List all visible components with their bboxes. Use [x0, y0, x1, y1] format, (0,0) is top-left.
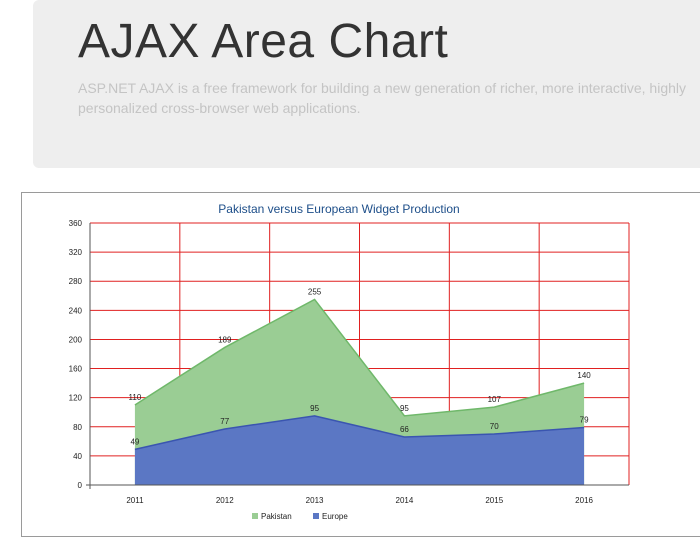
y-tick-label: 160	[69, 365, 83, 374]
x-tick-label: 2013	[306, 496, 324, 505]
x-tick-label: 2016	[575, 496, 593, 505]
chart-data-labels: 110 189 255 95 107 140 49 77 95 66 70 79	[129, 287, 592, 446]
legend-swatch-pakistan	[252, 513, 258, 519]
data-label: 140	[577, 371, 591, 380]
x-tick-label: 2015	[485, 496, 503, 505]
data-label: 95	[310, 404, 319, 413]
data-label: 70	[490, 422, 499, 431]
y-tick-label: 240	[69, 306, 83, 315]
data-label: 79	[580, 416, 589, 425]
area-europe	[134, 415, 585, 485]
chart-title: Pakistan versus European Widget Producti…	[218, 202, 459, 216]
line-europe	[134, 415, 585, 451]
legend-swatch-europe	[313, 513, 319, 519]
chart-areas	[134, 298, 585, 485]
chart-container: Pakistan versus European Widget Producti…	[21, 192, 700, 537]
page-title: AJAX Area Chart	[78, 15, 449, 68]
x-tick-label: 2012	[216, 496, 234, 505]
data-label: 66	[400, 425, 409, 434]
y-tick-label: 280	[69, 277, 83, 286]
y-tick-label: 120	[69, 394, 83, 403]
y-tick-label: 0	[78, 481, 83, 490]
chart-legend: Pakistan Europe	[252, 512, 348, 521]
x-tick-label: 2014	[396, 496, 414, 505]
data-label: 95	[400, 404, 409, 413]
data-label: 107	[488, 395, 502, 404]
area-chart: Pakistan versus European Widget Producti…	[69, 202, 630, 521]
y-tick-label: 360	[69, 219, 83, 228]
data-label: 110	[129, 393, 142, 402]
legend-label-pakistan: Pakistan	[261, 512, 292, 521]
x-tick-label: 2011	[126, 496, 144, 505]
page-lead: ASP.NET AJAX is a free framework for bui…	[78, 80, 687, 116]
chart-axes: 0 40 80 120 160 200 240 280 320 360 2011 2012 2013 20…	[69, 219, 629, 505]
data-label: 189	[218, 335, 232, 344]
data-label: 49	[130, 437, 139, 446]
legend-label-europe: Europe	[322, 512, 348, 521]
line-pakistan	[134, 298, 585, 417]
header-banner	[33, 0, 700, 168]
y-tick-label: 320	[69, 248, 83, 257]
y-tick-label: 200	[69, 335, 83, 344]
data-label: 255	[308, 287, 322, 296]
y-tick-label: 40	[73, 452, 82, 461]
y-tick-label: 80	[73, 423, 82, 432]
data-label: 77	[220, 417, 229, 426]
